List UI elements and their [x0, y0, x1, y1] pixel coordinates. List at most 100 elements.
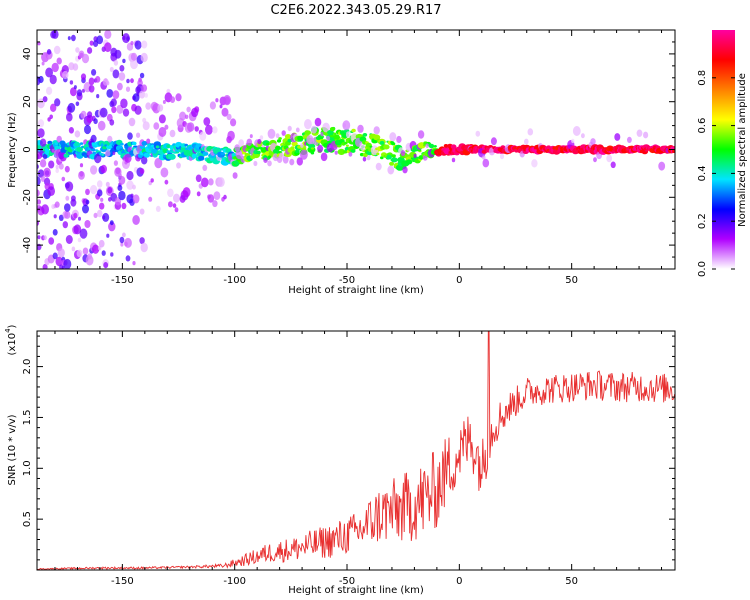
heatmap-cell	[69, 80, 74, 85]
heatmap-cell	[320, 152, 328, 162]
heatmap-cell	[75, 47, 80, 53]
heatmap-cell	[107, 135, 113, 143]
heatmap-cell	[90, 165, 98, 175]
heatmap-cell	[413, 153, 417, 158]
heatmap-cell	[627, 136, 632, 143]
heatmap-cell	[132, 184, 136, 190]
heatmap-cell	[389, 161, 395, 166]
heatmap-cell	[139, 168, 145, 175]
heatmap-cell	[99, 202, 105, 210]
spectrogram-panel: -150 -100 -50 0 50 -40 -20 0 20 40 Height of str…	[7, 29, 676, 296]
heatmap-cell	[66, 112, 73, 122]
heatmap-cell	[168, 201, 173, 208]
heatmap-cell	[37, 235, 41, 240]
heatmap-cell	[141, 40, 148, 49]
y-tick-label: 20	[22, 95, 33, 108]
heatmap-cell	[37, 220, 40, 226]
heatmap-cell	[105, 149, 111, 157]
heatmap-cell	[212, 126, 218, 134]
heatmap-cell	[81, 53, 90, 64]
heatmap-cell	[209, 101, 216, 110]
heatmap-cell	[76, 146, 83, 153]
heatmap-cell	[275, 133, 280, 139]
heatmap-cell	[220, 152, 225, 156]
heatmap-cell	[125, 86, 131, 92]
heatmap-cell	[366, 155, 371, 161]
heatmap-cell	[70, 87, 77, 97]
heatmap-cell	[139, 237, 145, 245]
heatmap-cell	[268, 155, 272, 159]
heatmap-cell	[391, 154, 396, 158]
heatmap-cell	[267, 128, 276, 139]
heatmap-cell	[51, 148, 55, 153]
colorbar-tick-label: 0.6	[697, 118, 708, 134]
snr-panel: -150 -100 -50 0 50 0.5 1.0 1.5 2.0 Height of st…	[4, 324, 676, 596]
colorbar-tick-label: 0.0	[697, 261, 708, 277]
heatmap-cell	[158, 127, 167, 137]
heatmap-cell	[287, 125, 292, 132]
heatmap-cell	[373, 126, 380, 135]
heatmap-cell	[389, 132, 397, 142]
heatmap-cell	[96, 35, 104, 45]
snr-background	[37, 331, 675, 570]
heatmap-cell	[167, 188, 174, 198]
heatmap-cell	[109, 119, 115, 126]
heatmap-cell	[118, 175, 126, 185]
heatmap-cell	[173, 193, 180, 203]
heatmap-cell	[128, 117, 136, 127]
heatmap-cell	[41, 204, 49, 215]
heatmap-cell	[46, 86, 53, 95]
heatmap-cell	[112, 69, 120, 79]
heatmap-cell	[130, 193, 134, 198]
heatmap-cell	[64, 210, 71, 219]
heatmap-cell	[104, 30, 112, 39]
heatmap-cell	[139, 72, 145, 79]
heatmap-cell	[90, 134, 97, 143]
spectrogram-x-ticks: -150 -100 -50 0 50	[54, 30, 663, 286]
heatmap-cell	[232, 172, 238, 179]
heatmap-cell	[235, 149, 243, 160]
heatmap-cell	[55, 164, 59, 170]
heatmap-cell	[136, 132, 141, 138]
heatmap-cell	[357, 124, 364, 133]
heatmap-cell	[184, 114, 189, 120]
heatmap-cell	[153, 122, 160, 130]
heatmap-cell	[606, 154, 613, 163]
heatmap-cell	[282, 156, 289, 164]
heatmap-cell	[194, 106, 200, 113]
heatmap-cell	[162, 100, 166, 104]
snr-scale-prefix: (x10	[7, 333, 18, 356]
heatmap-cell	[187, 122, 195, 132]
heatmap-cell	[164, 124, 169, 130]
heatmap-cell	[295, 127, 300, 133]
heatmap-cell	[87, 253, 92, 260]
snr-x-ticks: -150 -100 -50 0 50	[54, 331, 663, 587]
heatmap-cell	[42, 153, 48, 160]
heatmap-cell	[383, 144, 390, 150]
heatmap-cell	[47, 54, 51, 60]
heatmap-cell	[396, 135, 402, 144]
heatmap-cell	[186, 106, 191, 113]
snr-y-label: SNR (10 * v/v)	[7, 414, 18, 485]
heatmap-cell	[120, 98, 128, 109]
heatmap-cell	[79, 163, 84, 168]
heatmap-cell	[150, 178, 154, 183]
heatmap-cell	[350, 149, 356, 153]
heatmap-cell	[146, 138, 151, 144]
heatmap-cell	[67, 102, 76, 113]
snr-series-line	[37, 331, 675, 570]
heatmap-cell	[139, 208, 145, 215]
heatmap-cell	[150, 144, 155, 148]
heatmap-cell	[279, 152, 285, 159]
heatmap-cell	[96, 94, 100, 99]
heatmap-cell	[202, 151, 209, 156]
heatmap-cell	[482, 158, 490, 168]
heatmap-cell	[37, 128, 45, 138]
heatmap-cell	[130, 78, 134, 84]
heatmap-cell	[50, 103, 57, 113]
heatmap-cell	[140, 52, 148, 63]
heatmap-cell	[96, 189, 103, 197]
heatmap-cell	[54, 98, 61, 107]
heatmap-cell	[658, 161, 666, 171]
